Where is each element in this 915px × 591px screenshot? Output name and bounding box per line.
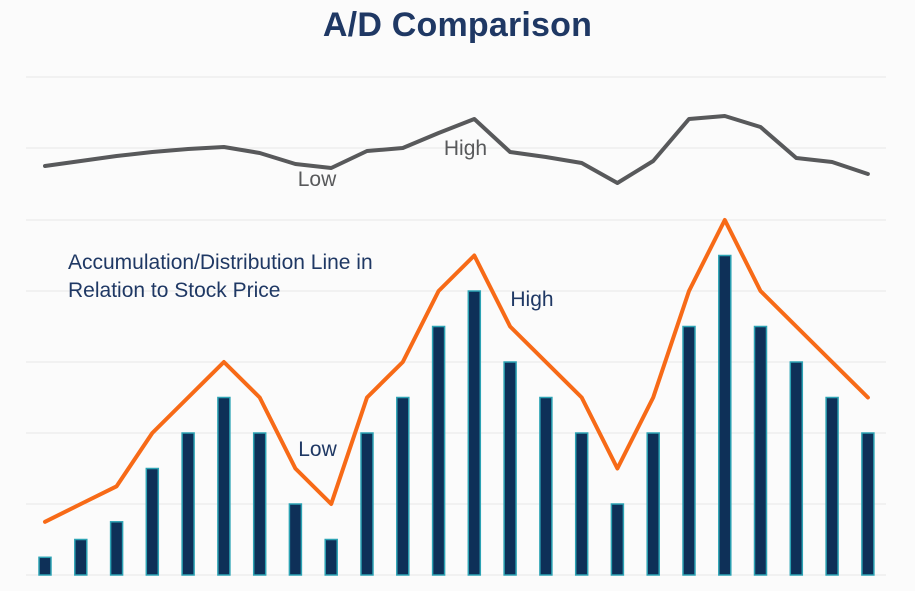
volume-bar [753,325,768,576]
volume-bar [109,521,124,576]
volume-bar [431,325,446,576]
volume-bar [789,361,804,576]
volume-bar [574,432,589,576]
price-high-label: High [444,137,487,160]
volume-bar [360,432,374,576]
chart-title: A/D Comparison [322,6,593,44]
volume-bar [217,396,231,576]
volume-bar [539,396,553,576]
volume-bar [610,503,625,576]
ad-note-line-1: Accumulation/Distribution Line in [68,251,373,274]
volume-bar [74,538,88,576]
volume-bar [181,432,195,576]
volume-bar [288,503,303,576]
volume-bar [38,556,52,576]
price-low-label: Low [298,168,337,191]
volume-bar [467,290,482,576]
price-line [43,114,870,185]
ad-high-label: High [510,288,553,311]
volume-bar [682,325,696,576]
volume-bar [718,254,732,576]
ad-note-line-2: Relation to Stock Price [68,279,280,302]
volume-bar [861,432,875,576]
ad-line [43,218,870,524]
volume-bar [145,467,160,576]
volume-bar [396,396,410,576]
volume-bar [646,432,660,576]
volume-bar [825,396,839,576]
volume-bar [503,361,517,576]
volume-bar [252,432,267,576]
volume-bar [324,538,338,576]
ad-low-label: Low [298,438,337,461]
